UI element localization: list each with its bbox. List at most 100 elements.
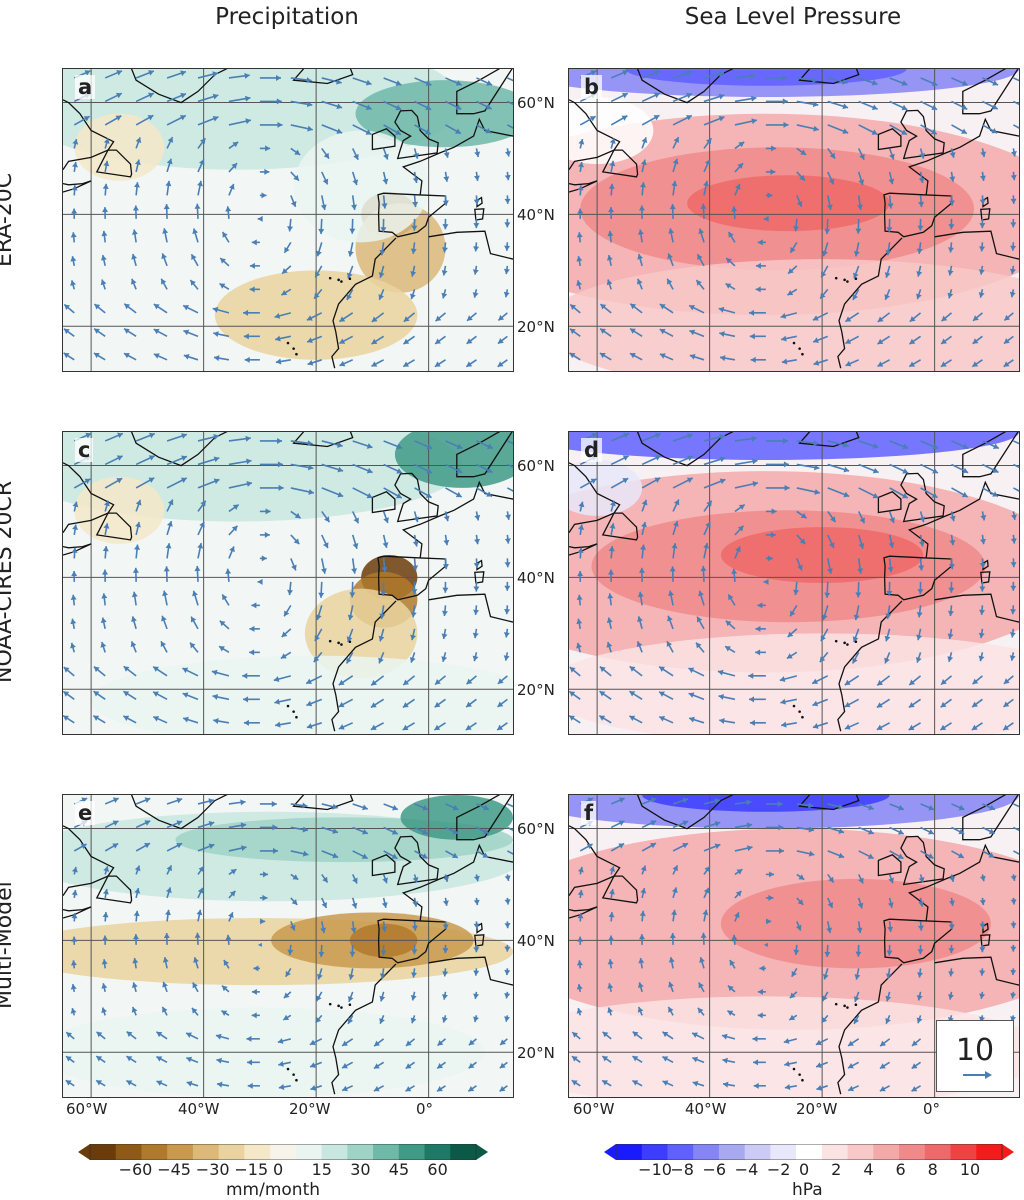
row-label-noaa-cires-20cr: NOAA-CIRES 20CR bbox=[0, 432, 36, 732]
island-dot bbox=[295, 716, 298, 719]
precipitation-colorbar-segment bbox=[141, 1144, 167, 1160]
island-dot bbox=[835, 1003, 838, 1006]
reference-arrow-icon bbox=[937, 1021, 1013, 1091]
slp-colorbar-segment bbox=[693, 1144, 719, 1160]
island-dot bbox=[798, 710, 801, 713]
island-dot bbox=[793, 342, 796, 345]
island-dot bbox=[292, 347, 295, 350]
precipitation-colorbar-segment bbox=[450, 1144, 476, 1160]
slp-colorbar-segment bbox=[719, 1144, 745, 1160]
lon-label-0-left: 0° bbox=[416, 1100, 433, 1118]
island-dot bbox=[287, 342, 290, 345]
precipitation-colorbar-tick-label: 45 bbox=[389, 1160, 409, 1179]
precipitation-colorbar-segment bbox=[193, 1144, 219, 1160]
island-dot bbox=[295, 353, 298, 356]
slp-colorbar-tick-label: 6 bbox=[896, 1160, 906, 1179]
precipitation-colorbar bbox=[78, 1144, 488, 1160]
precipitation-colorbar-tick-label: 60 bbox=[427, 1160, 447, 1179]
precipitation-colorbar-segment bbox=[296, 1144, 322, 1160]
lat-label-20n-row1: 20°N bbox=[517, 318, 555, 336]
island-dot bbox=[801, 716, 804, 719]
precipitation-colorbar-segment bbox=[373, 1144, 399, 1160]
island-dot bbox=[292, 1073, 295, 1076]
sea-level-pressure-column-title: Sea Level Pressure bbox=[568, 4, 1018, 30]
map-panel-e: e bbox=[62, 794, 514, 1098]
lat-label-40n-row3: 40°N bbox=[517, 932, 555, 950]
panel-letter-a: a bbox=[75, 75, 95, 99]
map-panel-a: a bbox=[62, 68, 514, 372]
slp-colorbar-segment bbox=[848, 1144, 874, 1160]
lon-label-60w-right: 60°W bbox=[573, 1100, 614, 1118]
island-dot bbox=[801, 353, 804, 356]
row-label-multi-model: Multi-Model bbox=[0, 795, 36, 1095]
island-dot bbox=[340, 280, 343, 283]
lon-label-60w-left: 60°W bbox=[66, 1100, 107, 1118]
island-dot bbox=[292, 710, 295, 713]
island-dot bbox=[793, 705, 796, 708]
island-dot bbox=[287, 705, 290, 708]
precipitation-colorbar-segment bbox=[425, 1144, 451, 1160]
precipitation-colorbar-tick-label: −15 bbox=[234, 1160, 268, 1179]
island-dot bbox=[843, 642, 846, 645]
precipitation-colorbar-min-extension bbox=[78, 1144, 90, 1160]
map-canvas-b bbox=[569, 69, 1019, 371]
slp-colorbar-tick-label: −4 bbox=[735, 1160, 759, 1179]
precipitation-colorbar-segment bbox=[347, 1144, 373, 1160]
island-dot bbox=[835, 640, 838, 643]
precipitation-colorbar-segment bbox=[116, 1144, 142, 1160]
panel-letter-b: b bbox=[581, 75, 602, 99]
lat-label-60n-row1: 60°N bbox=[517, 94, 555, 112]
precipitation-colorbar-segment bbox=[399, 1144, 425, 1160]
precipitation-colorbar-max-extension bbox=[476, 1144, 488, 1160]
slp-colorbar-segment bbox=[667, 1144, 693, 1160]
precipitation-column-title: Precipitation bbox=[62, 4, 512, 30]
slp-colorbar-segment bbox=[899, 1144, 925, 1160]
slp-colorbar-tick-label: −8 bbox=[670, 1160, 694, 1179]
map-panel-d: d bbox=[568, 431, 1020, 735]
slp-colorbar-segment bbox=[925, 1144, 951, 1160]
panel-letter-d: d bbox=[581, 438, 602, 462]
lon-label-40w-right: 40°W bbox=[685, 1100, 726, 1118]
slp-colorbar-min-extension bbox=[604, 1144, 616, 1160]
slp-colorbar bbox=[604, 1144, 1014, 1160]
island-dot bbox=[337, 279, 340, 282]
panel-letter-c: c bbox=[75, 438, 93, 462]
island-dot bbox=[337, 1005, 340, 1008]
precipitation-colorbar-segment bbox=[244, 1144, 270, 1160]
slp-colorbar-segment bbox=[642, 1144, 668, 1160]
lat-label-60n-row2: 60°N bbox=[517, 457, 555, 475]
island-dot bbox=[798, 347, 801, 350]
slp-colorbar-segment bbox=[770, 1144, 796, 1160]
lon-label-20w-left: 20°W bbox=[289, 1100, 330, 1118]
lat-label-20n-row3: 20°N bbox=[517, 1044, 555, 1062]
slp-units-label: hPa bbox=[792, 1180, 823, 1200]
slp-colorbar-segment bbox=[976, 1144, 1002, 1160]
island-dot bbox=[340, 1006, 343, 1009]
island-dot bbox=[855, 1003, 858, 1006]
slp-colorbar-segment bbox=[873, 1144, 899, 1160]
slp-colorbar-tick-label: 10 bbox=[960, 1160, 980, 1179]
map-canvas-e bbox=[63, 795, 513, 1097]
slp-colorbar-segment bbox=[796, 1144, 822, 1160]
island-dot bbox=[340, 643, 343, 646]
lat-label-40n-row1: 40°N bbox=[517, 206, 555, 224]
island-dot bbox=[798, 1073, 801, 1076]
precipitation-colorbar-segment bbox=[322, 1144, 348, 1160]
slp-colorbar-tick-label: 0 bbox=[799, 1160, 809, 1179]
slp-colorbar-segment bbox=[745, 1144, 771, 1160]
island-dot bbox=[843, 1005, 846, 1008]
row-label-era-20c: ERA-20C bbox=[0, 70, 36, 370]
slp-colorbar-tick-label: 2 bbox=[831, 1160, 841, 1179]
map-panel-b: b bbox=[568, 68, 1020, 372]
island-dot bbox=[843, 279, 846, 282]
precipitation-colorbar-tick-label: −60 bbox=[119, 1160, 153, 1179]
map-canvas-a bbox=[63, 69, 513, 371]
island-dot bbox=[846, 280, 849, 283]
slp-colorbar-segment bbox=[616, 1144, 642, 1160]
island-dot bbox=[793, 1068, 796, 1071]
precipitation-colorbar-segment bbox=[167, 1144, 193, 1160]
island-dot bbox=[329, 640, 332, 643]
slp-colorbar-tick-label: −6 bbox=[703, 1160, 727, 1179]
island-dot bbox=[801, 1079, 804, 1082]
anomaly-contour-1 bbox=[74, 477, 164, 544]
